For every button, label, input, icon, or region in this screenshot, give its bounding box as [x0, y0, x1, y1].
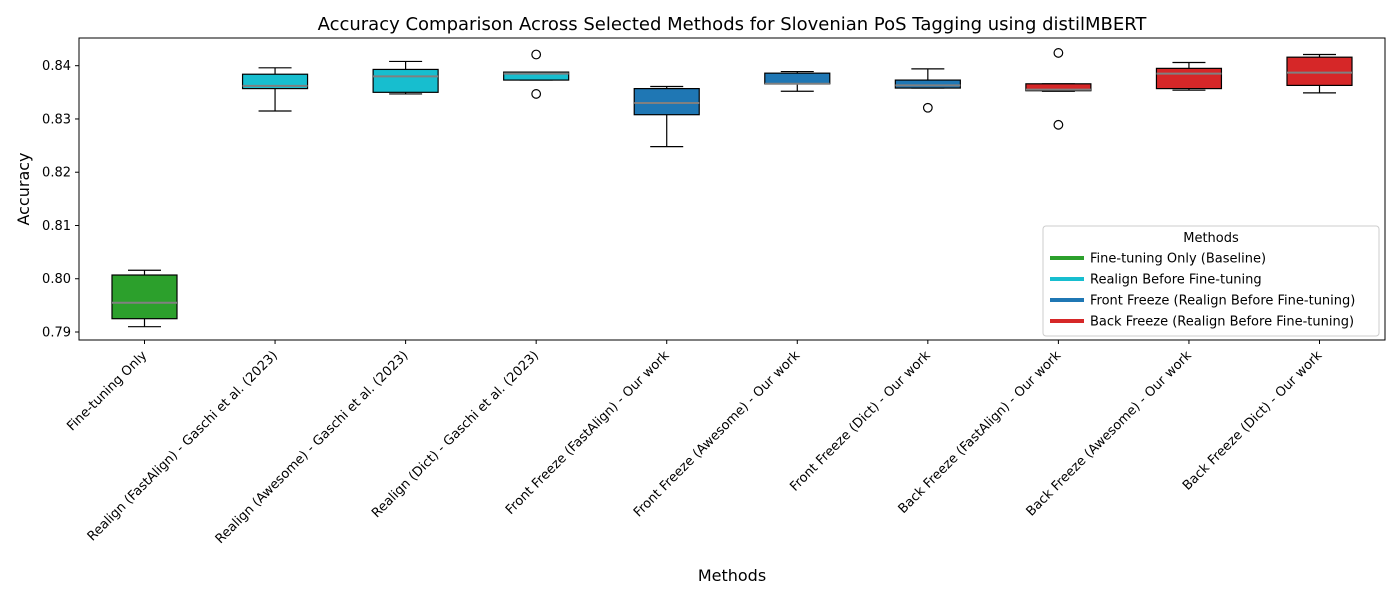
box-group	[764, 70, 831, 92]
box	[503, 71, 570, 81]
outlier-point	[922, 102, 933, 113]
box-group	[1155, 61, 1223, 91]
outlier-point	[531, 49, 542, 60]
box	[1155, 67, 1223, 90]
outlier-point	[531, 89, 542, 99]
box-group	[633, 85, 700, 148]
plot-area	[111, 48, 1353, 328]
box	[764, 72, 831, 85]
outlier-point	[1053, 119, 1064, 130]
y-tick-label: 0.84	[42, 59, 71, 74]
y-tick-label: 0.80	[42, 272, 71, 287]
legend-frame	[1042, 225, 1380, 337]
box	[894, 79, 961, 89]
box-group	[111, 269, 178, 328]
legend-label: Back Freeze (Realign Before Fine-tuning)	[1090, 315, 1354, 330]
legend-title: Methods	[1183, 231, 1239, 246]
box-group	[1286, 53, 1353, 94]
box-group	[372, 60, 439, 95]
y-tick-label: 0.81	[42, 219, 71, 234]
x-tick-label: Back Freeze (FastAlign) - Our work	[896, 348, 1065, 517]
x-tick-label: Back Freeze (Dict) - Our work	[1180, 348, 1326, 494]
box	[372, 68, 439, 93]
y-tick-label: 0.82	[42, 166, 71, 181]
legend-label: Fine-tuning Only (Baseline)	[1090, 252, 1266, 267]
x-tick-label: Fine-tuning Only	[64, 348, 150, 434]
box	[1286, 56, 1353, 87]
legend: Methods Fine-tuning Only (Baseline) Realig…	[1042, 225, 1380, 337]
box-group	[894, 68, 961, 113]
axes-frame	[78, 37, 1386, 341]
x-axis-label: Methods	[698, 566, 766, 585]
legend-label: Realign Before Fine-tuning	[1090, 273, 1262, 288]
y-tick-label: 0.79	[42, 326, 71, 341]
box	[1025, 83, 1092, 92]
box	[633, 87, 700, 116]
y-axis: 0.79 0.80 0.81 0.82 0.83 0.84	[42, 59, 79, 341]
legend-label: Front Freeze (Realign Before Fine-tuning…	[1090, 294, 1355, 309]
box-group	[503, 49, 570, 99]
outlier-point	[1053, 48, 1064, 58]
box-group	[1025, 48, 1092, 130]
box-group	[241, 67, 309, 112]
chart-title: Accuracy Comparison Across Selected Meth…	[318, 14, 1148, 35]
y-tick-label: 0.83	[42, 112, 71, 127]
box	[111, 274, 178, 320]
x-tick-label: Front Freeze (Dict) - Our work	[787, 348, 934, 495]
y-axis-label: Accuracy	[14, 152, 33, 225]
